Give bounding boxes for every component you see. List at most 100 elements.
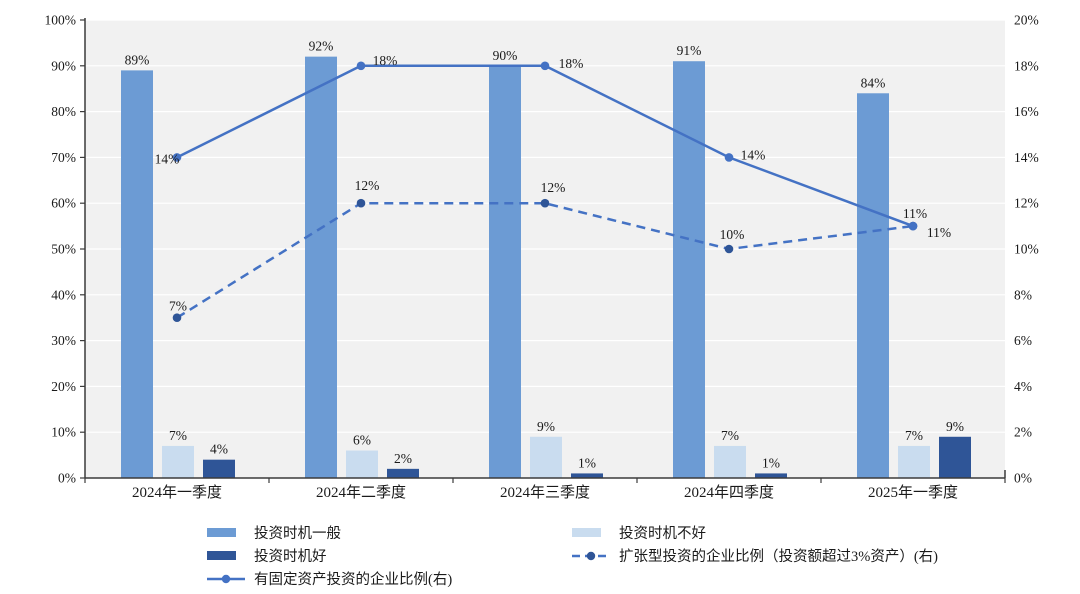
left-axis-tick-label: 100% xyxy=(45,13,77,28)
line-point-label: 12% xyxy=(541,180,566,195)
bar-1-2 xyxy=(530,436,562,478)
line-marker xyxy=(172,313,182,323)
bar-1-1 xyxy=(346,450,378,478)
legend-label-timing-good: 投资时机好 xyxy=(254,549,327,565)
bar-2-4 xyxy=(939,436,971,478)
bar-0-2 xyxy=(489,65,521,479)
legend-item-timing-average: 投资时机一般 xyxy=(207,521,572,544)
right-axis-tick-label: 16% xyxy=(1014,104,1039,119)
right-axis-tick-label: 0% xyxy=(1014,471,1032,486)
left-axis-tick-label: 30% xyxy=(51,333,76,348)
dashed-line xyxy=(176,201,914,319)
left-axis-tick-label: 0% xyxy=(58,471,76,486)
combo-chart-svg: 89% 92% 90% 91% 84% 7% 6% 9% 7% 7% 4% 2% 1% 1% 9% 0% 10%… xyxy=(45,13,1039,502)
bar-value-label: 6% xyxy=(353,433,371,448)
line-point-label: 11% xyxy=(927,225,951,240)
legend-dashed-line-swatch xyxy=(572,551,610,560)
x-axis-category-label: 2025年一季度 xyxy=(868,484,958,501)
line-point-label: 14% xyxy=(155,151,180,166)
x-axis-category-label: 2024年四季度 xyxy=(684,484,774,501)
legend-swatch-expansion-investment-line xyxy=(572,550,610,562)
bar-value-label: 9% xyxy=(537,419,555,434)
line-point-label: 14% xyxy=(741,147,766,162)
legend-swatch-timing-good xyxy=(207,551,245,560)
right-axis-tick-label: 10% xyxy=(1014,242,1039,257)
x-axis-category-label: 2024年一季度 xyxy=(132,484,222,501)
bar-2-3 xyxy=(755,473,787,478)
right-axis-tick-label: 18% xyxy=(1014,58,1039,73)
legend-bar-swatch xyxy=(207,528,236,537)
bar-value-label: 91% xyxy=(677,43,702,58)
x-axis-category-label: 2024年二季度 xyxy=(316,484,406,501)
legend-bar-swatch xyxy=(207,551,236,560)
right-axis-tick-label: 20% xyxy=(1014,13,1039,28)
line-marker xyxy=(356,198,366,208)
left-axis-tick-label: 80% xyxy=(51,104,76,119)
legend-item-expansion-investment-line: 扩张型投资的企业比例（投资额超过3%资产）(右) xyxy=(572,544,938,567)
legend-item-timing-good: 投资时机好 xyxy=(207,544,572,567)
bar-value-label: 90% xyxy=(493,48,518,63)
right-axis-tick-label: 14% xyxy=(1014,150,1039,165)
line-marker xyxy=(724,153,734,162)
line-point-label: 11% xyxy=(903,206,927,221)
left-axis-tick-label: 50% xyxy=(51,242,76,257)
line-marker xyxy=(356,61,366,71)
left-axis-tick-label: 60% xyxy=(51,196,76,211)
right-axis-tick-label: 6% xyxy=(1014,333,1032,348)
bar-value-label: 89% xyxy=(125,52,150,67)
bar-value-label: 1% xyxy=(762,455,780,470)
bar-value-label: 7% xyxy=(905,428,923,443)
legend-label-timing-bad: 投资时机不好 xyxy=(619,526,706,542)
line-point-label: 7% xyxy=(169,299,187,314)
line-point-label: 18% xyxy=(559,56,584,71)
legend-label-timing-average: 投资时机一般 xyxy=(254,526,341,542)
line-marker xyxy=(724,244,734,254)
x-axis-category-label: 2024年三季度 xyxy=(500,484,590,501)
line-marker xyxy=(540,61,550,71)
bar-2-1 xyxy=(387,468,419,478)
right-axis-tick-label: 4% xyxy=(1014,379,1032,394)
bar-0-0 xyxy=(121,70,153,478)
chart-legend: 投资时机一般 投资时机好 有固定资产投资的企业比例(右) 投资时机不好 扩张型投… xyxy=(207,521,938,590)
bar-value-label: 4% xyxy=(210,442,228,457)
bar-value-label: 9% xyxy=(946,419,964,434)
line-point-label: 12% xyxy=(355,178,380,193)
line-marker xyxy=(908,221,918,231)
bar-1-0 xyxy=(162,445,194,478)
line-point-label: 18% xyxy=(373,53,398,68)
left-axis-tick-label: 40% xyxy=(51,287,76,302)
left-axis-tick-label: 70% xyxy=(51,150,76,165)
left-axis-tick-label: 90% xyxy=(51,58,76,73)
bar-value-label: 7% xyxy=(721,428,739,443)
line-marker xyxy=(540,198,550,208)
legend-item-fixed-investment-line: 有固定资产投资的企业比例(右) xyxy=(207,567,572,590)
legend-column-right: 投资时机不好 扩张型投资的企业比例（投资额超过3%资产）(右) xyxy=(572,521,938,590)
bar-0-3 xyxy=(673,61,705,478)
bar-value-label: 84% xyxy=(861,75,886,90)
line-point-label: 10% xyxy=(720,227,745,242)
bar-2-2 xyxy=(571,473,603,478)
legend-swatch-fixed-investment-line xyxy=(207,573,245,585)
right-axis-tick-label: 8% xyxy=(1014,287,1032,302)
bar-value-label: 1% xyxy=(578,455,596,470)
legend-label-fixed-investment-line: 有固定资产投资的企业比例(右) xyxy=(254,572,453,588)
legend-bar-swatch xyxy=(572,528,601,537)
bar-0-1 xyxy=(305,56,337,478)
bar-1-4 xyxy=(898,445,930,478)
left-axis-tick-label: 10% xyxy=(51,425,76,440)
legend-swatch-timing-bad xyxy=(572,528,610,537)
line-marker xyxy=(172,153,182,162)
legend-label-expansion-investment-line: 扩张型投资的企业比例（投资额超过3%资产）(右) xyxy=(619,549,938,565)
legend-solid-line-swatch xyxy=(207,574,245,583)
legend-column-left: 投资时机一般 投资时机好 有固定资产投资的企业比例(右) xyxy=(207,521,572,590)
left-axis-tick-label: 20% xyxy=(51,379,76,394)
bar-2-0 xyxy=(203,459,235,478)
legend-swatch-timing-average xyxy=(207,528,245,537)
bar-0-4 xyxy=(857,93,889,478)
right-axis-tick-label: 2% xyxy=(1014,425,1032,440)
bar-value-label: 7% xyxy=(169,428,187,443)
right-axis-tick-label: 12% xyxy=(1014,196,1039,211)
bar-value-label: 2% xyxy=(394,451,412,466)
bar-value-label: 92% xyxy=(309,39,334,54)
